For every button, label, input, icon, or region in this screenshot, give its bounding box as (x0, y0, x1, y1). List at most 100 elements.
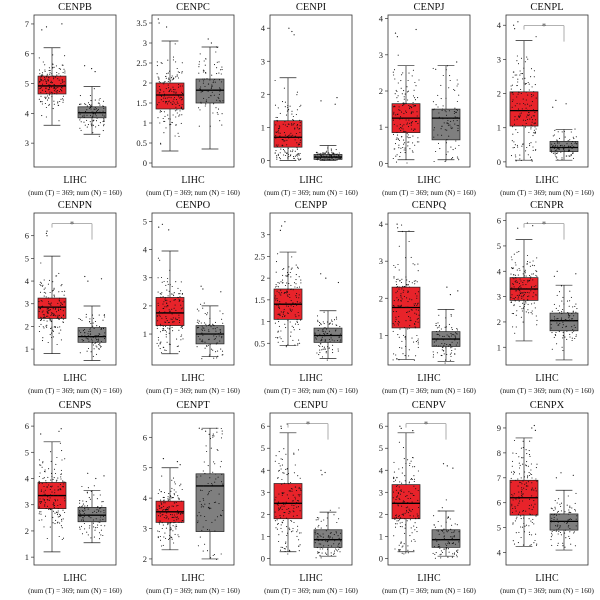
data-point (287, 497, 290, 499)
data-point (196, 515, 198, 517)
data-point (393, 277, 395, 279)
y-tick-label: 5 (497, 523, 501, 533)
data-point (159, 510, 161, 513)
data-point (168, 309, 170, 311)
data-point (283, 548, 285, 550)
data-point (55, 307, 57, 309)
data-point (451, 536, 453, 538)
data-point (571, 332, 573, 334)
data-point (39, 472, 41, 474)
data-point (103, 475, 105, 477)
data-point (222, 322, 224, 324)
data-point (46, 307, 48, 309)
data-point (447, 541, 449, 543)
data-point (408, 502, 410, 504)
data-point (550, 149, 552, 151)
data-point (523, 275, 525, 277)
data-point (413, 485, 415, 487)
data-point (175, 524, 177, 526)
data-point (166, 516, 168, 518)
data-point (158, 92, 160, 94)
data-point (330, 333, 332, 335)
data-point (535, 97, 537, 99)
data-point (513, 24, 515, 26)
data-point (395, 286, 398, 288)
data-point (48, 76, 50, 79)
data-point (90, 100, 92, 102)
data-point (285, 546, 287, 548)
data-point (53, 76, 55, 78)
data-point (527, 465, 529, 467)
plot-frame (269, 212, 353, 366)
data-point (182, 93, 184, 95)
data-point (102, 501, 104, 503)
data-point (339, 341, 341, 343)
data-point (319, 333, 321, 335)
data-point (205, 323, 207, 325)
data-point (568, 305, 570, 307)
data-point (79, 103, 81, 105)
data-point (100, 534, 102, 536)
data-point (181, 62, 183, 64)
data-point (328, 153, 330, 155)
data-point (277, 523, 279, 525)
data-point (521, 526, 524, 528)
data-point (569, 505, 571, 507)
data-point (177, 86, 180, 88)
data-point (560, 285, 563, 287)
data-point (79, 516, 81, 518)
plot-frame (151, 412, 235, 566)
data-point (89, 114, 92, 116)
data-point (396, 520, 398, 522)
data-point (320, 339, 322, 342)
data-point (531, 96, 533, 98)
data-point (168, 290, 170, 292)
data-point (575, 492, 577, 494)
data-point (277, 286, 280, 288)
data-point (43, 295, 45, 297)
data-point (531, 273, 533, 275)
data-point (519, 293, 522, 295)
data-point (512, 283, 514, 285)
data-point (160, 62, 162, 64)
iqr-box (273, 483, 303, 520)
data-point (158, 78, 160, 80)
data-point (174, 533, 176, 535)
data-point (177, 77, 180, 79)
data-point (38, 98, 40, 100)
data-point (161, 223, 163, 225)
data-point (337, 545, 339, 547)
data-point (533, 70, 535, 72)
data-point (102, 100, 105, 102)
data-point (290, 284, 292, 286)
data-point (447, 548, 450, 550)
data-point (288, 293, 290, 296)
data-point (175, 103, 177, 106)
data-point (517, 274, 519, 276)
data-point (331, 323, 333, 325)
data-point (51, 326, 53, 328)
data-point (173, 92, 175, 94)
data-point (535, 149, 537, 151)
data-point (558, 148, 560, 150)
data-point (561, 300, 563, 302)
data-point (324, 339, 326, 341)
data-point (278, 306, 280, 308)
data-point (417, 309, 419, 311)
data-point (525, 510, 527, 512)
data-point (550, 536, 552, 538)
data-point (442, 463, 445, 465)
data-point (513, 305, 515, 307)
data-point (528, 143, 531, 145)
data-point (457, 83, 459, 85)
data-point (410, 460, 412, 462)
data-point (179, 293, 181, 295)
data-point (165, 331, 168, 333)
data-point (441, 530, 444, 532)
data-point (337, 348, 339, 350)
data-point (290, 305, 292, 307)
data-point (446, 139, 448, 141)
data-point (52, 510, 55, 512)
data-point (281, 492, 283, 495)
